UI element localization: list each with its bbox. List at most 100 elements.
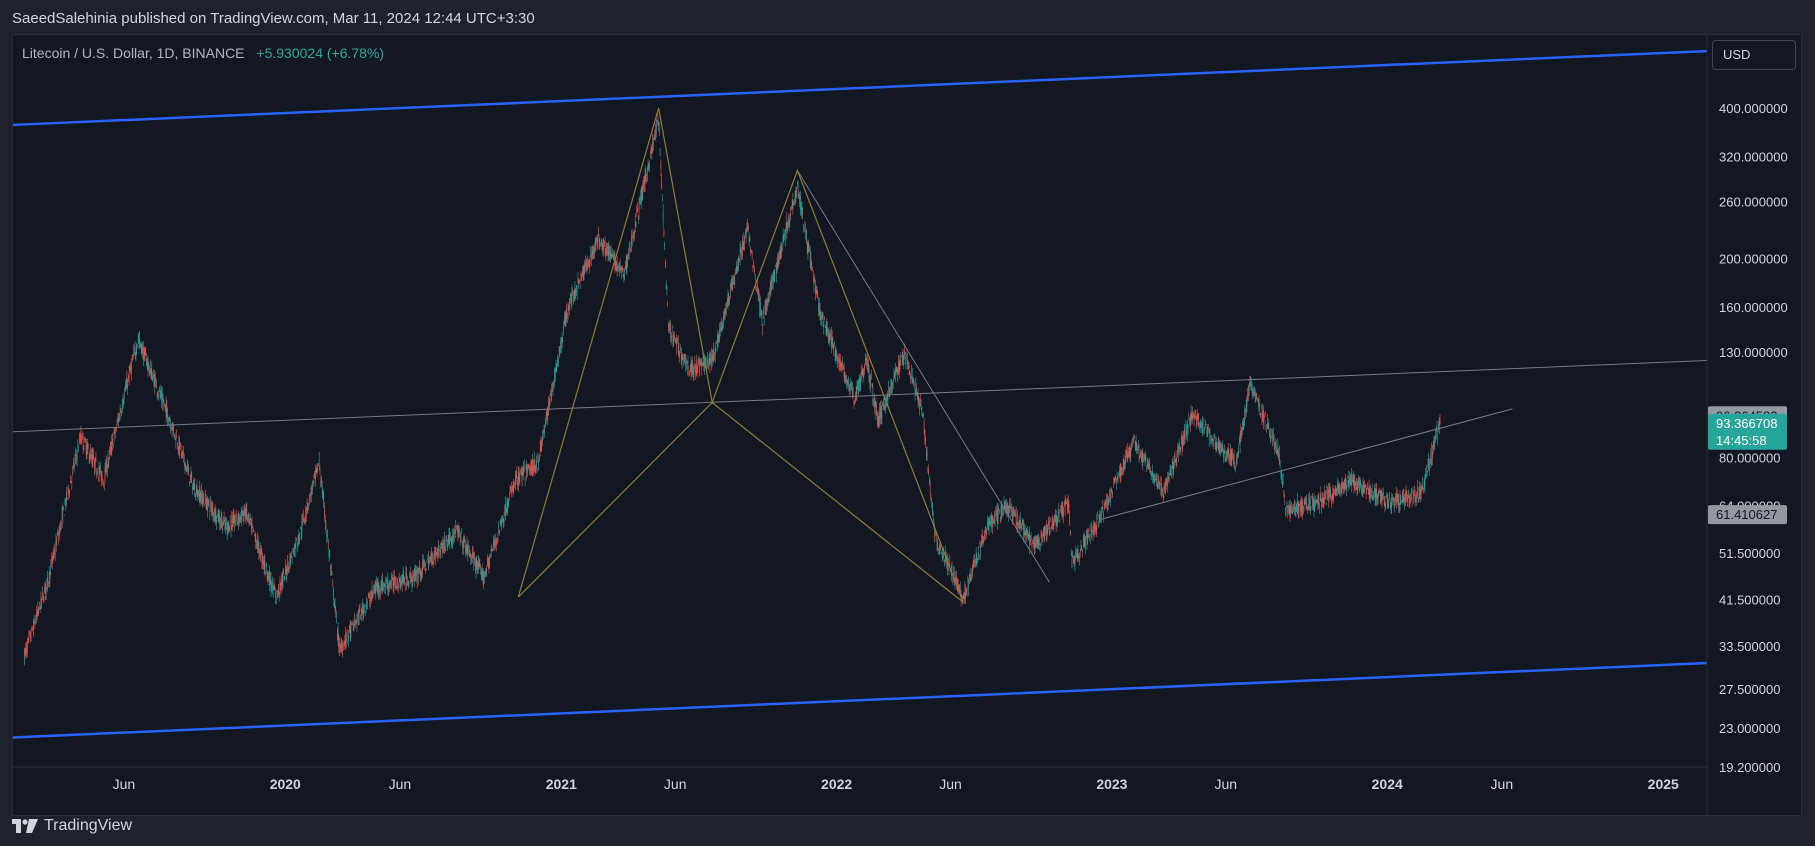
candle-body: [763, 321, 765, 323]
candle: [391, 572, 392, 590]
candle: [758, 289, 760, 302]
candle-body: [515, 472, 517, 483]
candle-body: [331, 573, 333, 576]
candle-body: [192, 486, 193, 491]
candle: [341, 638, 343, 655]
candle: [1166, 478, 1168, 487]
candle-body: [814, 278, 816, 283]
candle: [761, 309, 763, 326]
candle-body: [1151, 471, 1153, 474]
candle-body: [635, 222, 637, 227]
candle: [512, 485, 513, 492]
candle-body: [851, 383, 853, 391]
candle: [234, 515, 236, 532]
candle-body: [229, 521, 231, 524]
candle-body: [723, 311, 725, 314]
candle-body: [898, 362, 900, 374]
candle: [634, 213, 636, 233]
candle-body: [702, 356, 704, 366]
candle-body: [972, 562, 974, 568]
candle-body: [112, 438, 113, 444]
candle: [1086, 530, 1088, 550]
candle: [536, 452, 538, 464]
candle-body: [1078, 553, 1080, 561]
candle-body: [681, 354, 683, 362]
candle-body: [519, 474, 521, 481]
candle-body: [48, 582, 49, 584]
candle: [714, 352, 715, 361]
candle-body: [997, 510, 999, 523]
candle-body: [698, 358, 699, 361]
candle: [175, 437, 177, 449]
candle: [867, 353, 868, 372]
candle: [893, 367, 895, 382]
candle: [746, 222, 748, 233]
candle: [342, 640, 343, 658]
candle-body: [104, 468, 106, 482]
candle-body: [120, 411, 122, 412]
candle: [575, 288, 576, 299]
candle-body: [735, 271, 736, 274]
candle: [1103, 510, 1104, 523]
candle: [214, 507, 215, 522]
candle: [949, 554, 951, 567]
candle-body: [1033, 541, 1035, 551]
candle-body: [593, 248, 595, 257]
candle: [1260, 404, 1262, 409]
candle-body: [944, 560, 945, 563]
candle-body: [1102, 506, 1104, 509]
candle-body: [938, 552, 939, 553]
candle-body: [24, 650, 26, 654]
candle: [630, 248, 632, 253]
candle: [870, 373, 871, 394]
candle-body: [246, 508, 248, 513]
candle: [996, 505, 997, 522]
candle-body: [868, 368, 870, 380]
candle-body: [476, 560, 478, 568]
candle-body: [1169, 469, 1171, 476]
candle: [1037, 533, 1039, 549]
candle-body: [804, 222, 806, 225]
candle-body: [1010, 504, 1012, 507]
candle-body: [191, 475, 193, 479]
candle: [957, 579, 959, 595]
candle-body: [1260, 412, 1261, 417]
candle-body: [630, 249, 632, 253]
candle: [438, 545, 440, 551]
candle-body: [986, 530, 988, 537]
candle-body: [808, 245, 810, 249]
candle: [1235, 466, 1236, 473]
candle-body: [892, 382, 894, 384]
candle: [61, 506, 63, 520]
candle: [736, 265, 738, 275]
candle: [800, 201, 802, 216]
candle: [1187, 424, 1189, 435]
candle-body: [328, 550, 330, 557]
candle-body: [286, 573, 288, 575]
candle-body: [880, 408, 881, 418]
candle-body: [31, 626, 33, 629]
candle-body: [437, 548, 438, 556]
candle-body: [1095, 523, 1096, 531]
chart-frame[interactable]: [12, 34, 1802, 816]
candle-body: [791, 201, 793, 209]
candle-body: [1101, 513, 1102, 519]
candle: [783, 233, 785, 243]
candle-body: [802, 213, 803, 216]
candle-body: [683, 359, 684, 361]
candle-body: [843, 366, 845, 378]
candle-body: [1148, 460, 1150, 469]
candle-body: [212, 509, 214, 516]
candle-body: [436, 552, 438, 554]
candle: [1275, 438, 1276, 453]
candle-body: [1195, 412, 1196, 413]
candle: [904, 351, 906, 365]
candle-body: [1117, 476, 1119, 483]
candle: [350, 620, 352, 642]
candle: [847, 379, 849, 386]
candle-body: [44, 588, 45, 592]
candle-body: [302, 518, 303, 521]
candle: [927, 466, 929, 473]
candle-body: [343, 641, 345, 642]
